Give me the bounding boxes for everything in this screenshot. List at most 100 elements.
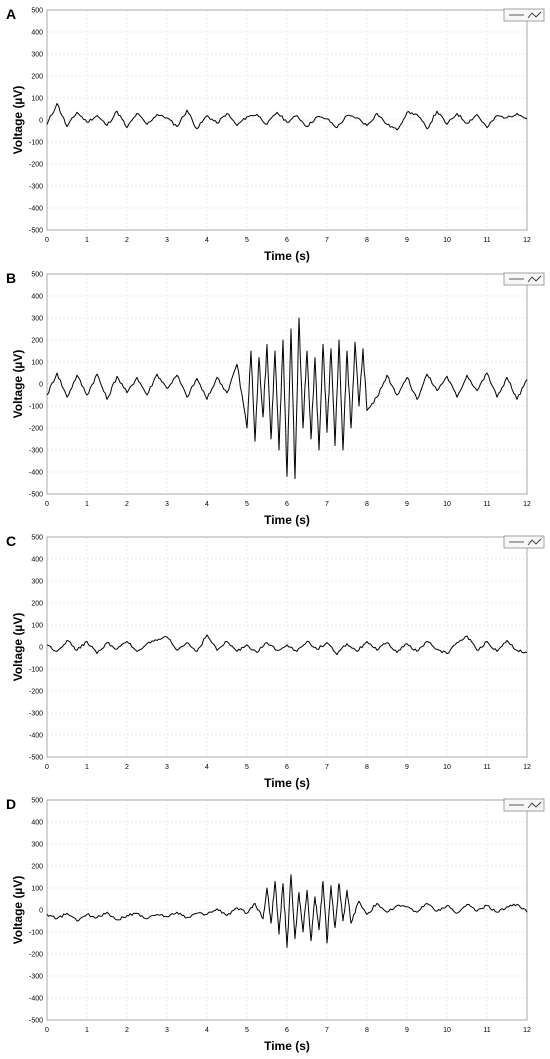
- x-tick-label: 9: [405, 237, 409, 244]
- x-axis-title: Time (s): [264, 776, 310, 790]
- y-axis-title: Voltage (µV): [11, 613, 25, 682]
- x-tick-label: 2: [125, 501, 129, 508]
- x-tick-label: 6: [285, 237, 289, 244]
- legend-widget: [503, 8, 545, 22]
- y-tick-label: 0: [39, 908, 43, 915]
- y-tick-label: 400: [31, 557, 43, 564]
- x-tick-label: 7: [325, 501, 329, 508]
- y-tick-label: -500: [29, 755, 43, 762]
- x-tick-label: 3: [165, 237, 169, 244]
- x-tick-label: 9: [405, 501, 409, 508]
- plot-frame: [46, 9, 528, 231]
- y-tick-label: 500: [31, 8, 43, 15]
- x-tick-label: 5: [245, 764, 249, 771]
- waveform-icon: [527, 11, 542, 19]
- x-tick-label: 2: [125, 1027, 129, 1034]
- legend-widget: [503, 798, 545, 812]
- y-axis-title: Voltage (µV): [11, 350, 25, 419]
- y-tick-label: -200: [29, 689, 43, 696]
- x-tick-label: 8: [365, 764, 369, 771]
- y-axis-title: Voltage (µV): [11, 876, 25, 945]
- x-tick-label: 2: [125, 764, 129, 771]
- y-tick-label: 0: [39, 382, 43, 389]
- y-tick-label: -300: [29, 184, 43, 191]
- x-tick-label: 5: [245, 1027, 249, 1034]
- panel-letter: C: [6, 533, 16, 549]
- y-tick-label: 500: [31, 798, 43, 805]
- y-tick-label: 300: [31, 842, 43, 849]
- x-tick-label: 10: [443, 501, 451, 508]
- legend-widget: [503, 272, 545, 286]
- x-tick-label: 12: [523, 764, 531, 771]
- y-tick-label: -500: [29, 492, 43, 499]
- x-tick-label: 12: [523, 1027, 531, 1034]
- waveform-icon: [527, 801, 542, 809]
- x-tick-label: 8: [365, 1027, 369, 1034]
- y-tick-label: -100: [29, 667, 43, 674]
- x-tick-label: 11: [483, 501, 490, 508]
- y-tick-label: 100: [31, 886, 43, 893]
- x-tick-label: 1: [85, 764, 89, 771]
- x-axis-title: Time (s): [264, 1039, 310, 1053]
- y-tick-label: 500: [31, 272, 43, 279]
- y-axis-title: Voltage (µV): [11, 86, 25, 155]
- y-tick-label: 100: [31, 623, 43, 630]
- plot-frame: [46, 536, 528, 758]
- x-tick-label: 4: [205, 501, 209, 508]
- x-tick-label: 10: [443, 237, 451, 244]
- x-tick-label: 6: [285, 1027, 289, 1034]
- x-tick-label: 0: [45, 1027, 49, 1034]
- y-tick-label: 300: [31, 316, 43, 323]
- y-tick-label: -100: [29, 930, 43, 937]
- y-tick-label: -400: [29, 206, 43, 213]
- x-tick-label: 3: [165, 764, 169, 771]
- y-tick-label: -400: [29, 733, 43, 740]
- y-tick-label: 0: [39, 118, 43, 125]
- x-tick-label: 11: [483, 1027, 490, 1034]
- x-tick-label: 11: [483, 237, 490, 244]
- y-tick-label: 100: [31, 360, 43, 367]
- y-tick-label: -400: [29, 996, 43, 1003]
- x-tick-label: 2: [125, 237, 129, 244]
- y-tick-label: 200: [31, 864, 43, 871]
- x-tick-label: 4: [205, 764, 209, 771]
- x-tick-label: 1: [85, 501, 89, 508]
- x-tick-label: 5: [245, 237, 249, 244]
- y-tick-label: 300: [31, 579, 43, 586]
- y-tick-label: 300: [31, 52, 43, 59]
- x-tick-label: 0: [45, 501, 49, 508]
- y-tick-label: -200: [29, 162, 43, 169]
- voltage-trace-d: [46, 874, 528, 948]
- x-tick-label: 10: [443, 764, 451, 771]
- y-tick-label: 200: [31, 601, 43, 608]
- y-tick-label: -500: [29, 1018, 43, 1025]
- waveform-icon: [527, 275, 542, 283]
- y-tick-label: 500: [31, 535, 43, 542]
- x-tick-label: 12: [523, 237, 531, 244]
- x-tick-label: 7: [325, 1027, 329, 1034]
- y-tick-label: -300: [29, 974, 43, 981]
- y-tick-label: 400: [31, 294, 43, 301]
- x-tick-label: 3: [165, 1027, 169, 1034]
- panel-letter: A: [6, 6, 16, 22]
- x-tick-label: 11: [483, 764, 490, 771]
- y-tick-label: -300: [29, 711, 43, 718]
- x-tick-label: 1: [85, 237, 89, 244]
- y-tick-label: -200: [29, 952, 43, 959]
- voltage-trace-c: [46, 634, 528, 656]
- legend-widget: [503, 535, 545, 549]
- x-tick-label: 8: [365, 501, 369, 508]
- x-tick-label: 6: [285, 764, 289, 771]
- x-tick-label: 1: [85, 1027, 89, 1034]
- x-axis-title: Time (s): [264, 249, 310, 263]
- y-tick-label: 200: [31, 74, 43, 81]
- panel-letter: B: [6, 270, 16, 286]
- x-tick-label: 7: [325, 237, 329, 244]
- x-tick-label: 0: [45, 764, 49, 771]
- y-tick-label: -100: [29, 140, 43, 147]
- y-tick-label: -500: [29, 228, 43, 235]
